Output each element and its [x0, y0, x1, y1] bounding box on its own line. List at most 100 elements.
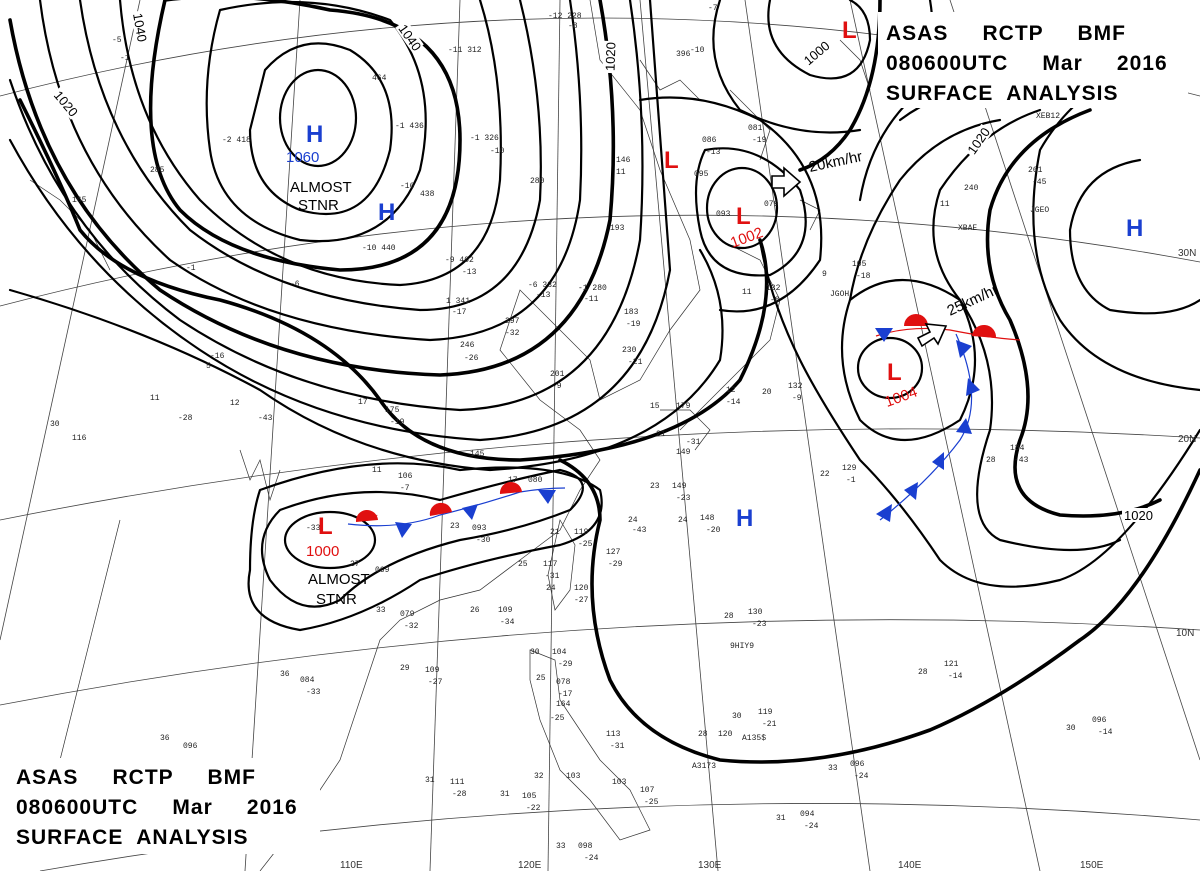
- low-pressure-symbol: L: [664, 147, 679, 174]
- station-value: -8: [770, 296, 780, 305]
- low-pressure-symbol: L: [736, 203, 751, 230]
- station-value: 30: [732, 712, 742, 721]
- station-value: -31: [545, 572, 560, 581]
- station-value: 145: [470, 450, 485, 459]
- cold-front-symbol: [395, 522, 412, 538]
- station-value: 201: [550, 370, 565, 379]
- station-value: 33: [828, 764, 838, 773]
- station-value: JGEO: [1030, 206, 1049, 215]
- latitude-label: 10N: [1176, 628, 1194, 639]
- station-value: 23: [650, 482, 660, 491]
- station-value: 20: [762, 388, 772, 397]
- station-value: -24: [584, 854, 599, 863]
- latitude-label: 20N: [1178, 434, 1196, 445]
- header-line-1: ASAS RCTP BMF: [16, 766, 256, 789]
- station-value: 111: [450, 778, 465, 787]
- motion-arrow-icon: [771, 166, 802, 198]
- station-value: 30: [1066, 724, 1076, 733]
- station-value: -2 418: [222, 136, 251, 145]
- low-pressure-symbol: L: [887, 359, 902, 386]
- station-value: -9: [792, 394, 802, 403]
- station-value: 146: [616, 156, 631, 165]
- warm-front-symbol: [355, 509, 378, 522]
- station-value: 33: [556, 842, 566, 851]
- header-line-2: 080600UTC Mar 2016: [886, 52, 1168, 75]
- station-value: 25: [536, 674, 546, 683]
- station-value: 165: [72, 196, 87, 205]
- station-value: 096: [183, 742, 198, 751]
- station-value: 9HIY9: [730, 642, 754, 651]
- station-value: 129: [842, 464, 857, 473]
- low-pressure-symbol: L: [318, 513, 333, 540]
- station-value: -7: [400, 484, 410, 493]
- station-value: 33: [376, 606, 386, 615]
- station-value: -24: [854, 772, 869, 781]
- station-value: -26: [464, 354, 479, 363]
- station-value: -27: [574, 596, 589, 605]
- station-value: -14: [948, 672, 963, 681]
- station-value: 21: [656, 430, 666, 439]
- station-value: 148: [700, 514, 715, 523]
- station-value: -33: [306, 688, 321, 697]
- station-value: 105: [522, 792, 537, 801]
- station-value: -14: [1098, 728, 1113, 737]
- warm-front-symbol: [972, 324, 997, 338]
- station-value: JGOH: [830, 290, 849, 299]
- station-value: -19: [752, 136, 767, 145]
- station-value: -23: [752, 620, 767, 629]
- station-value: 11: [372, 466, 382, 475]
- station-value: 12: [726, 386, 736, 395]
- warm-front-symbol: [499, 481, 522, 494]
- station-value: 193: [610, 224, 625, 233]
- station-value: -1 436: [395, 122, 424, 131]
- station-value: 23: [450, 522, 460, 531]
- cold-front-symbol: [904, 482, 918, 500]
- station-value: -10: [690, 46, 705, 55]
- station-value: -13: [462, 268, 477, 277]
- station-value: 107: [640, 786, 655, 795]
- station-value: 22: [820, 470, 830, 479]
- station-value: -25: [644, 798, 659, 807]
- longitude-label: 140E: [898, 860, 922, 871]
- station-value: 116: [72, 434, 87, 443]
- station-value: -43: [632, 526, 647, 535]
- station-value: 31: [500, 790, 510, 799]
- station-value: -34: [500, 618, 515, 627]
- station-value: 29: [400, 664, 410, 673]
- station-value: 297: [505, 317, 520, 326]
- grid-labels: 30N 20N 10N 110E 120E 130E 140E 150E: [340, 248, 1196, 871]
- station-value: -32: [505, 329, 520, 338]
- station-value: XBAE: [958, 224, 977, 233]
- station-value: -28: [452, 790, 467, 799]
- station-value: -25: [578, 540, 593, 549]
- stationary-note: STNR: [298, 197, 339, 214]
- station-value: 183: [624, 308, 639, 317]
- station-value: 30: [50, 420, 60, 429]
- station-value: -1 280: [578, 284, 607, 293]
- station-value: -31: [686, 438, 701, 447]
- station-value: 113: [606, 730, 621, 739]
- station-value: -19: [626, 320, 641, 329]
- high-pressure-symbol: H: [306, 121, 323, 148]
- header-line-3: SURFACE ANALYSIS: [886, 82, 1119, 105]
- station-value: -5: [112, 36, 122, 45]
- station-value: 179: [676, 402, 691, 411]
- cold-front-symbol: [956, 340, 972, 358]
- station-value: -29: [558, 660, 573, 669]
- cold-front-symbol: [538, 490, 556, 504]
- station-value: -28: [178, 414, 193, 423]
- station-value: 280: [530, 177, 545, 186]
- station-value: -23: [676, 494, 691, 503]
- station-value: 438: [420, 190, 435, 199]
- station-value: 093: [716, 210, 731, 219]
- station-value: 240: [964, 184, 979, 193]
- station-value: 127: [606, 548, 621, 557]
- station-value: -19: [390, 418, 405, 427]
- station-value: 11: [742, 288, 752, 297]
- high-pressure-symbol: H: [378, 199, 395, 226]
- station-value: 095: [694, 170, 709, 179]
- station-value: -7: [708, 4, 718, 13]
- longitude-label: 150E: [1080, 860, 1104, 871]
